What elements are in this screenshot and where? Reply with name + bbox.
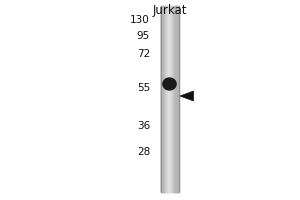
Bar (173, 6, 174, 192)
Bar (168, 6, 169, 192)
Bar (172, 6, 173, 192)
Bar (173, 6, 174, 192)
Bar (162, 6, 163, 192)
Bar (163, 6, 164, 192)
Text: 36: 36 (137, 121, 150, 131)
Bar (171, 6, 172, 192)
Text: 130: 130 (130, 15, 150, 25)
Bar (177, 6, 178, 192)
Bar (164, 6, 165, 192)
Bar (169, 6, 170, 192)
Text: 55: 55 (137, 83, 150, 93)
Bar (171, 6, 172, 192)
Bar (170, 6, 171, 192)
Bar (160, 6, 161, 192)
Bar (167, 6, 168, 192)
Bar (163, 6, 164, 192)
Text: Jurkat: Jurkat (152, 4, 187, 17)
Text: 72: 72 (137, 49, 150, 59)
Bar (168, 6, 169, 192)
Bar (168, 6, 169, 192)
Bar (164, 6, 165, 192)
Bar (175, 6, 176, 192)
Bar (161, 6, 162, 192)
Bar (176, 6, 177, 192)
Bar (175, 6, 176, 192)
Polygon shape (180, 91, 194, 101)
Bar (166, 6, 167, 192)
Bar (164, 6, 165, 192)
Bar (170, 6, 171, 192)
Text: 28: 28 (137, 147, 150, 157)
Bar (161, 6, 162, 192)
Bar (165, 6, 166, 192)
Bar (167, 6, 168, 192)
Bar (169, 6, 170, 192)
Bar (176, 6, 177, 192)
Bar (162, 6, 163, 192)
Bar (174, 6, 175, 192)
Bar (166, 6, 167, 192)
Bar (169, 6, 170, 192)
Ellipse shape (163, 78, 176, 90)
Bar (174, 6, 175, 192)
Bar (165, 6, 166, 192)
Bar (172, 6, 173, 192)
Bar (177, 6, 178, 192)
Text: 95: 95 (137, 31, 150, 41)
Bar (177, 6, 178, 192)
Bar (178, 6, 179, 192)
